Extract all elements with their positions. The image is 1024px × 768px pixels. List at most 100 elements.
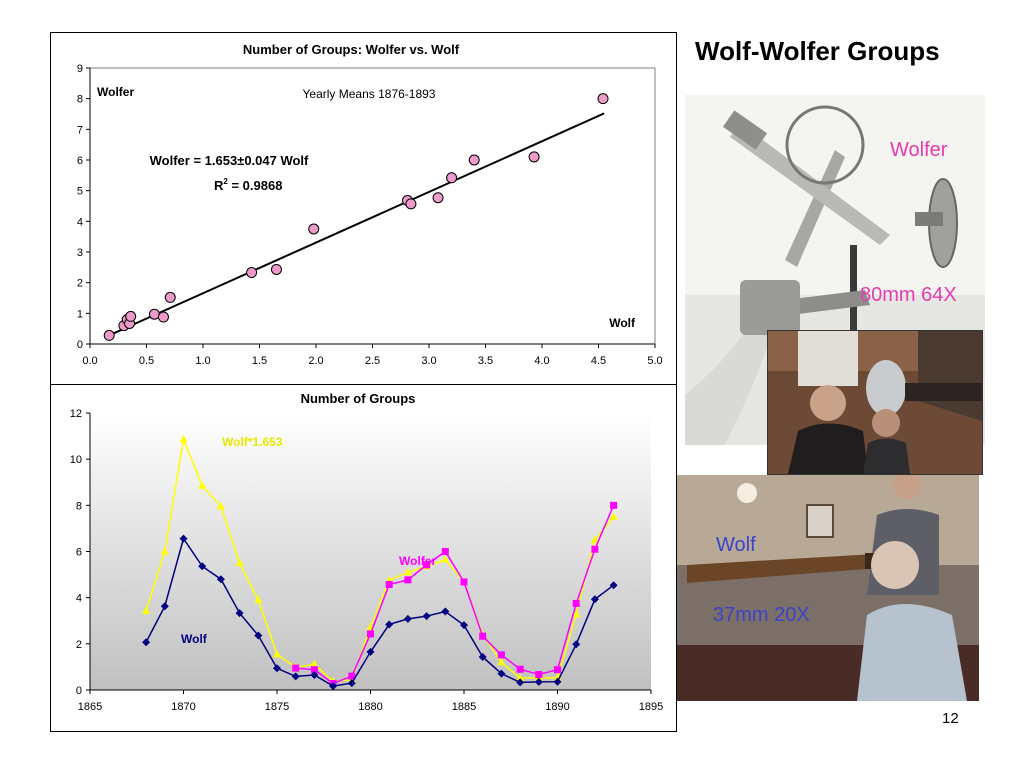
wolfer-photo-label: Wolfer (890, 139, 948, 161)
series-point-wolf (254, 631, 263, 640)
scatter-x-tick-label: 4.5 (591, 355, 606, 367)
scatter-point (246, 267, 258, 279)
scatter-x-tick-label: 4.0 (534, 355, 549, 367)
series-point-wolf (441, 607, 450, 616)
series-point-wolf-1-653 (403, 567, 412, 576)
series-label-wolf-1-653: Wolf*1.653 (222, 435, 283, 449)
scatter-point (308, 223, 320, 235)
series-point-wolf (366, 647, 375, 656)
line-x-tick-label: 1875 (265, 701, 289, 713)
wolfer-telescope-spec: 80mm 64X (860, 284, 957, 306)
line-y-tick-label: 2 (76, 639, 82, 651)
line-y-tick-label: 0 (76, 685, 82, 697)
series-point-wolfer (404, 576, 412, 584)
series-point-wolfer (310, 666, 318, 674)
scatter-y-tick-label: 5 (77, 186, 83, 198)
scatter-point (446, 172, 458, 184)
scatter-y-tick-label: 1 (77, 308, 83, 320)
series-point-wolfer (591, 545, 599, 553)
scatter-point (528, 151, 540, 163)
series-point-wolf (572, 640, 581, 649)
scatter-point (432, 192, 444, 204)
page-number: 12 (942, 710, 959, 727)
series-point-wolfer (516, 665, 524, 673)
scatter-x-tick-label: 3.5 (478, 355, 493, 367)
scatter-x-axis-label: Wolf (609, 316, 636, 330)
scatter-x-tick-label: 1.0 (195, 355, 210, 367)
r-squared-superscript: 2 (223, 177, 228, 186)
line-x-tick-label: 1885 (452, 701, 476, 713)
series-point-wolf-1-653 (198, 481, 207, 489)
wolf-telescope-spec: 37mm 20X (713, 604, 810, 626)
series-point-wolf (160, 602, 169, 611)
scatter-plot-area (89, 67, 656, 345)
series-point-wolf-1-653 (572, 609, 581, 618)
series-label-wolfer: Wolfer (399, 554, 436, 568)
scatter-x-tick-label: 2.0 (308, 355, 323, 367)
scatter-x-tick-label: 1.5 (252, 355, 267, 367)
series-point-wolf (553, 677, 562, 686)
charts-panel: Number of Groups: Wolfer vs. Wolf 0 1 2 3 4 5 6… (50, 32, 677, 732)
series-point-wolf (235, 609, 244, 618)
series-point-wolf-1-653 (590, 535, 599, 543)
series-point-wolf (403, 614, 412, 623)
line-y-tick-label: 8 (76, 500, 82, 512)
r-squared-value: = 0.9868 (228, 178, 283, 193)
line-x-tick-label: 1870 (171, 701, 195, 713)
series-point-wolf (273, 664, 281, 673)
series-point-wolfer (385, 581, 393, 589)
scatter-point (103, 329, 115, 341)
scatter-x-tick-label: 3.0 (421, 355, 436, 367)
series-point-wolf (216, 575, 225, 584)
series-point-wolf (142, 638, 151, 647)
scatter-point (157, 311, 169, 323)
scatter-chart: Number of Groups: Wolfer vs. Wolf 0 1 2 3 4 5 6… (77, 42, 663, 367)
fit-line (109, 112, 605, 336)
series-point-wolf (329, 682, 338, 691)
scatter-y-tick-label: 9 (77, 63, 83, 75)
series-point-wolf (609, 581, 618, 590)
scatter-y-tick-label: 2 (77, 278, 83, 290)
series-point-wolf (497, 669, 506, 678)
r-squared-symbol: R (214, 178, 224, 193)
series-point-wolf-1-653 (273, 649, 281, 658)
scatter-y-tick-label: 7 (77, 124, 83, 136)
series-point-wolf-1-653 (179, 435, 188, 443)
scatter-subtitle: Yearly Means 1876-1893 (303, 87, 436, 101)
scatter-y-tick-label: 4 (77, 216, 83, 228)
wolf-telescope-photo (677, 475, 979, 701)
line-x-tick-label: 1865 (78, 701, 102, 713)
series-point-wolf (422, 612, 431, 621)
series-point-wolf-1-653 (310, 659, 319, 668)
series-point-wolfer (292, 664, 300, 672)
r-squared-label: R2 = 0.9868 (214, 177, 282, 193)
series-point-wolfer (348, 672, 356, 680)
series-point-wolfer (423, 561, 431, 569)
series-point-wolf-1-653 (609, 512, 618, 520)
scatter-y-tick-label: 0 (77, 339, 83, 351)
scatter-y-tick-label: 6 (77, 155, 83, 167)
scatter-point (270, 263, 282, 275)
series-point-wolfer (572, 599, 580, 607)
scatter-x-tick-label: 2.5 (365, 355, 380, 367)
series-point-wolfer (367, 630, 374, 638)
series-point-wolf (385, 620, 394, 629)
scatter-point (164, 291, 176, 303)
line-x-tick-label: 1880 (358, 701, 382, 713)
series-point-wolf (310, 670, 319, 679)
line-x-tick-label: 1890 (545, 701, 569, 713)
line-chart-title: Number of Groups (301, 391, 416, 406)
series-point-wolf (291, 672, 300, 681)
series-point-wolf-1-653 (216, 501, 225, 510)
series-point-wolf-1-653 (497, 657, 506, 666)
series-point-wolf-1-653 (142, 606, 151, 615)
series-point-wolf (590, 595, 599, 604)
series-point-wolf (534, 677, 543, 686)
series-point-wolfer (460, 578, 468, 586)
line-y-tick-label: 6 (76, 547, 82, 559)
scatter-y-axis-label: Wolfer (97, 85, 134, 99)
series-point-wolfer (497, 651, 505, 659)
series-point-wolf-1-653 (235, 558, 244, 567)
series-point-wolf-1-653 (254, 595, 263, 603)
line-y-tick-label: 12 (70, 408, 82, 420)
